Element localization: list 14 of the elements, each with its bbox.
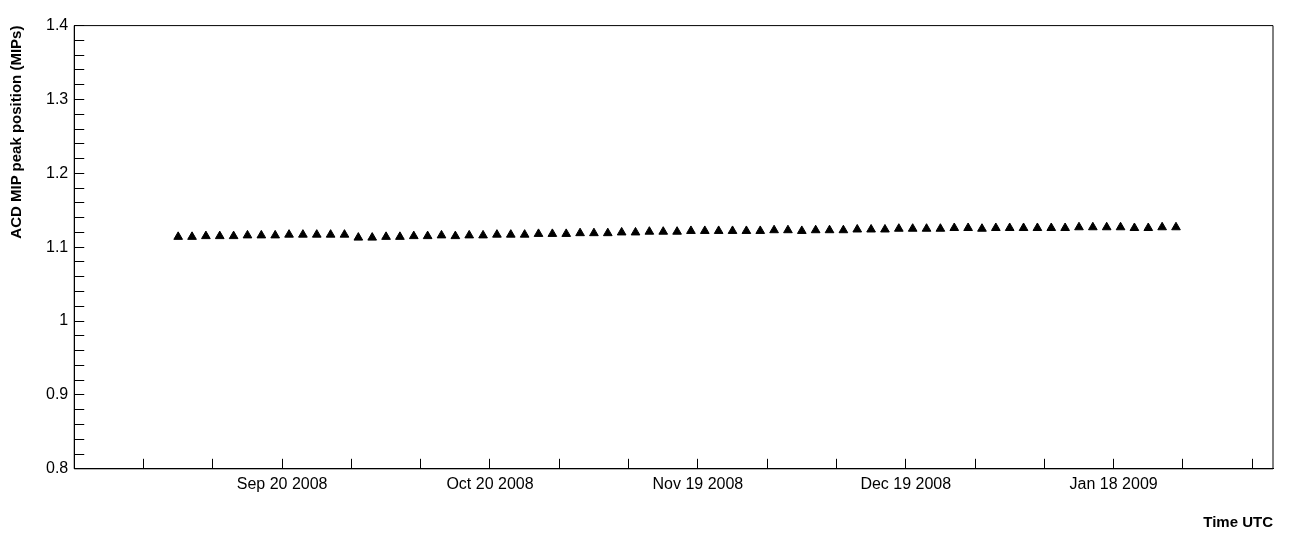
y-tick-label: 1 — [59, 311, 69, 329]
x-tick-label: Nov 19 2008 — [652, 474, 744, 492]
y-tick-label: 1.1 — [45, 237, 69, 255]
x-axis-title: Time UTC — [1203, 513, 1274, 531]
y-tick-label: 1.4 — [45, 16, 69, 34]
y-tick-label: 1.3 — [45, 89, 69, 107]
y-tick-label: 1.2 — [45, 163, 69, 181]
x-tick-label: Oct 20 2008 — [446, 474, 534, 492]
x-tick-label: Jan 18 2009 — [1069, 474, 1158, 492]
y-tick-label: 0.8 — [45, 459, 69, 477]
y-tick-label: 0.9 — [45, 385, 69, 403]
x-tick-label: Sep 20 2008 — [236, 474, 328, 492]
x-tick-label: Dec 19 2008 — [860, 474, 952, 492]
y-axis-title: ACD MIP peak position (MIPs) — [7, 25, 25, 239]
